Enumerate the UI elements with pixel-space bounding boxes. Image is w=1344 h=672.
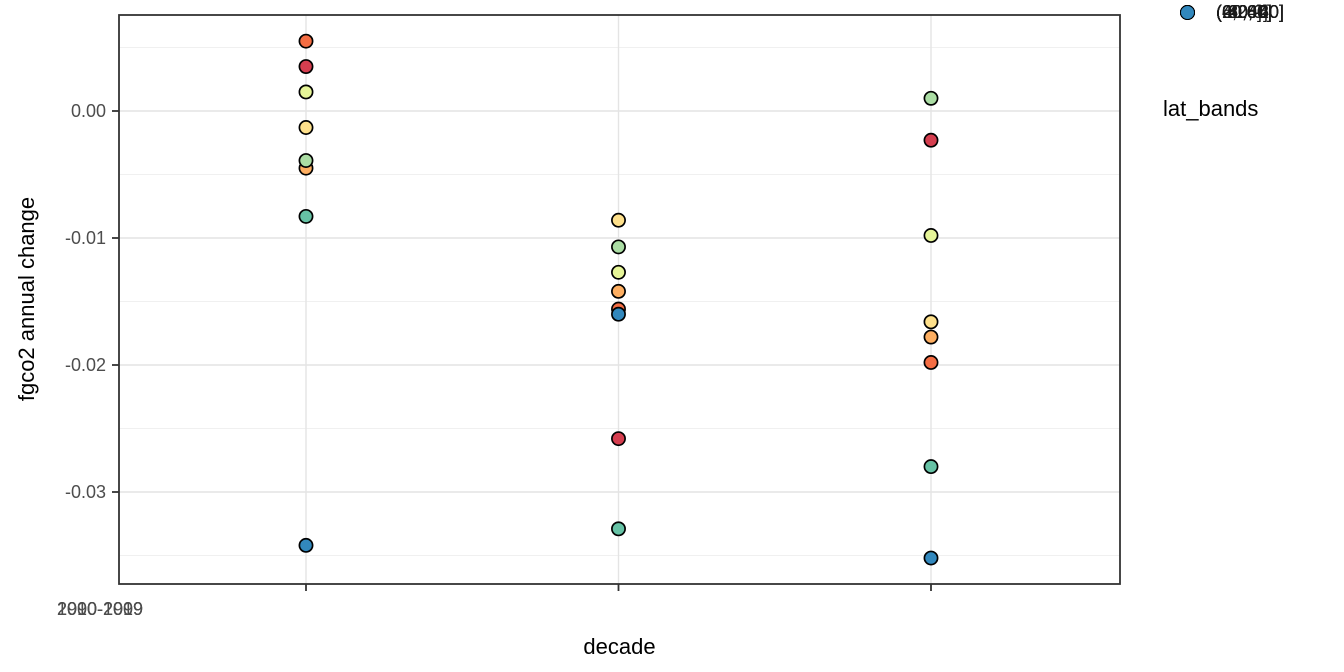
y-axis-tick-label: -0.01 bbox=[64, 228, 106, 248]
legend-entry: (60,80] bbox=[1180, 0, 1272, 24]
legend-point-icon bbox=[1180, 4, 1195, 20]
data-point bbox=[923, 550, 939, 566]
data-point bbox=[611, 239, 626, 255]
legend-label: (20,40] bbox=[1216, 1, 1273, 22]
panel-background bbox=[119, 15, 1120, 584]
legend-label: (60,80] bbox=[1216, 1, 1273, 22]
x-axis-tick-label: 2010-2019 bbox=[56, 599, 144, 619]
data-point bbox=[923, 355, 939, 370]
data-point bbox=[298, 33, 314, 49]
y-axis-tick-label: -0.02 bbox=[64, 355, 106, 375]
data-point bbox=[923, 329, 939, 345]
data-point bbox=[298, 84, 314, 100]
data-point bbox=[923, 90, 939, 106]
legend-title: lat_bands bbox=[1163, 96, 1259, 121]
data-point bbox=[298, 208, 314, 224]
x-axis-title: decade bbox=[583, 634, 656, 659]
data-point bbox=[298, 120, 314, 135]
data-point bbox=[923, 459, 939, 475]
axis-tick-marks bbox=[112, 110, 932, 591]
data-point bbox=[611, 521, 626, 537]
x-axis-tick-label: 1990-1999 bbox=[56, 599, 144, 619]
y-axis-title: fgco2 annual change bbox=[14, 196, 39, 402]
gridlines-minor bbox=[119, 47, 1120, 556]
data-point bbox=[611, 212, 626, 228]
legend-label: (-80,-60] bbox=[1216, 1, 1285, 22]
y-axis-tick-label: 0.00 bbox=[70, 101, 106, 121]
data-point bbox=[611, 283, 626, 299]
legend-label: (0,20] bbox=[1216, 1, 1263, 22]
data-point bbox=[298, 59, 314, 75]
data-point bbox=[298, 153, 314, 168]
data-points bbox=[298, 33, 939, 566]
legend-label: (-40,-20] bbox=[1216, 1, 1285, 22]
legend-label: (-60,-40] bbox=[1216, 1, 1285, 22]
legend-label: (40,60] bbox=[1216, 1, 1273, 22]
data-point bbox=[923, 132, 939, 148]
data-point bbox=[923, 314, 939, 330]
legend-label: (-20,0] bbox=[1216, 1, 1269, 22]
data-point bbox=[611, 264, 626, 280]
x-axis-tick-label: 2000-2009 bbox=[56, 599, 144, 619]
gridlines-major bbox=[119, 15, 1120, 584]
data-point bbox=[611, 306, 626, 322]
y-axis-tick-label: -0.03 bbox=[64, 482, 106, 502]
data-point bbox=[298, 537, 314, 553]
data-point bbox=[611, 431, 626, 447]
panel-border bbox=[118, 14, 1121, 585]
data-point bbox=[923, 228, 939, 243]
